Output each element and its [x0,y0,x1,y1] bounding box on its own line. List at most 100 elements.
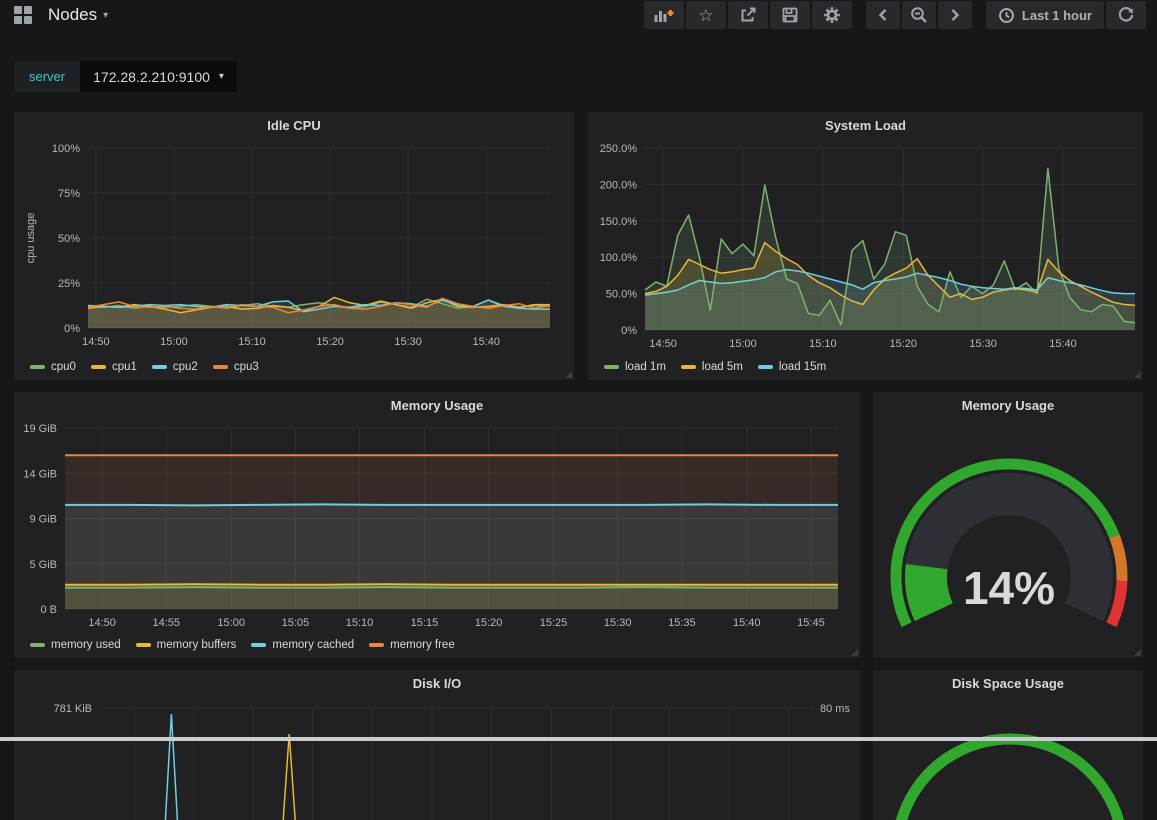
legend-label: cpu0 [51,361,76,373]
x-tick-label: 15:30 [969,338,997,350]
save-icon [780,5,800,25]
x-tick-label: 15:30 [604,617,632,629]
legend-swatch [251,643,266,647]
x-tick-label: 15:00 [217,617,245,629]
x-tick-label: 15:10 [346,617,374,629]
x-tick-label: 15:40 [1049,338,1077,350]
add-panel-icon [653,6,675,24]
time-range-label: Last 1 hour [1022,8,1092,23]
move-forward-button[interactable] [938,1,972,29]
x-tick-label: 15:10 [238,336,266,348]
y-tick-label: 0% [621,325,637,337]
gauge-threshold-arc [897,739,1123,820]
dashboard-dropdown-caret[interactable]: ▾ [103,10,108,21]
legend-swatch [152,365,167,369]
legend-item-cpu0[interactable]: cpu0 [30,361,76,373]
series-line-memory-used [65,587,838,588]
legend-swatch [604,365,619,369]
star-icon: ☆ [698,7,713,24]
panel-title-memory-usage[interactable]: Memory Usage [14,398,860,413]
time-range-button[interactable]: Last 1 hour [986,1,1104,29]
grid-square [24,16,32,24]
legend-label: load 1m [625,361,666,373]
panel-disk-space: Disk Space Usage [873,670,1143,820]
panel-resize-handle[interactable] [1134,371,1141,378]
gauge-threshold-arc [1114,537,1122,581]
share-button[interactable] [728,1,768,29]
legend-label: memory free [390,639,455,651]
y-tick-label: 100.0% [600,252,638,264]
panel-title-idle-cpu[interactable]: Idle CPU [14,118,574,133]
settings-button[interactable] [812,1,852,29]
save-button[interactable] [770,1,810,29]
y-tick-label: 50.0% [606,289,637,301]
panel-title-system-load[interactable]: System Load [588,118,1143,133]
y-tick-label: 0% [64,323,80,335]
y-left-tick-label: 781 KiB [53,703,92,715]
x-tick-label: 14:55 [152,617,180,629]
legend-item-load-5m[interactable]: load 5m [681,361,743,373]
refresh-icon [1117,6,1135,24]
legend-item-cpu2[interactable]: cpu2 [152,361,198,373]
panel-title-disk-space[interactable]: Disk Space Usage [873,676,1143,691]
legend-item-memory-buffers[interactable]: memory buffers [136,639,237,651]
legend-item-load-15m[interactable]: load 15m [758,361,826,373]
y-tick-label: 250.0% [600,143,638,155]
x-tick-label: 15:45 [797,617,825,629]
horizontal-scrollbar[interactable] [0,737,1157,741]
variable-value: 172.28.2.210:9100 [93,69,210,85]
y-tick-label: 19 GiB [23,423,57,435]
panel-idle-cpu: Idle CPU 14:5015:0015:1015:2015:3015:400… [14,112,574,380]
x-tick-label: 15:15 [411,617,439,629]
panel-resize-handle[interactable] [851,649,858,656]
legend-swatch [369,643,384,647]
legend-item-cpu3[interactable]: cpu3 [213,361,259,373]
x-tick-label: 15:00 [160,336,188,348]
dashboard-title[interactable]: Nodes [48,5,97,25]
legend-swatch [30,643,45,647]
legend-label: load 5m [702,361,743,373]
panel-resize-handle[interactable] [565,371,572,378]
panel-disk-io: Disk I/O 781 KiB 80 ms [14,670,860,820]
navbar-left: Nodes ▾ [0,5,108,25]
y-tick-label: 25% [58,278,80,290]
series-spike [283,734,295,820]
grid-square [14,16,22,24]
y-tick-label: 200.0% [600,179,638,191]
x-tick-label: 15:10 [809,338,837,350]
legend-item-memory-used[interactable]: memory used [30,639,121,651]
system-load-chart: 14:5015:0015:1015:2015:3015:400%50.0%100… [588,112,1143,380]
variable-value-dropdown[interactable]: 172.28.2.210:9100 ▾ [80,61,237,92]
panel-title-memory-gauge[interactable]: Memory Usage [873,398,1143,413]
legend-item-memory-cached[interactable]: memory cached [251,639,354,651]
star-button[interactable]: ☆ [686,1,726,29]
x-tick-label: 15:35 [668,617,696,629]
idle-cpu-chart: 14:5015:0015:1015:2015:3015:400%25%50%75… [14,112,574,380]
legend-item-load-1m[interactable]: load 1m [604,361,666,373]
chevron-right-icon [948,6,962,24]
submenu-controls: server 172.28.2.210:9100 ▾ [14,61,237,92]
memory-usage-chart: 14:5014:5515:0015:0515:1015:1515:2015:25… [14,392,860,658]
legend-label: memory used [51,639,121,651]
idle-cpu-legend: cpu0 cpu1 cpu2 cpu3 [30,361,259,373]
panel-title-disk-io[interactable]: Disk I/O [14,676,860,691]
zoom-out-button[interactable] [902,1,936,29]
legend-item-cpu1[interactable]: cpu1 [91,361,137,373]
add-panel-button[interactable] [644,1,684,29]
refresh-button[interactable] [1106,1,1146,29]
grid-icon[interactable] [14,6,32,24]
y-right-tick-label: 80 ms [820,703,850,715]
share-icon [738,5,758,25]
move-back-button[interactable] [866,1,900,29]
variable-label: server [14,61,80,92]
legend-label: memory cached [272,639,354,651]
y-tick-label: 5 GiB [29,559,57,571]
panel-memory-usage: Memory Usage 14:5014:5515:0015:0515:1015… [14,392,860,658]
legend-swatch [91,365,106,369]
y-tick-label: 150.0% [600,216,638,228]
panel-system-load: System Load 14:5015:0015:1015:2015:3015:… [588,112,1143,380]
x-tick-label: 15:25 [540,617,568,629]
legend-item-memory-free[interactable]: memory free [369,639,455,651]
panel-resize-handle[interactable] [1134,649,1141,656]
gauge-threshold-arc [1111,581,1122,625]
